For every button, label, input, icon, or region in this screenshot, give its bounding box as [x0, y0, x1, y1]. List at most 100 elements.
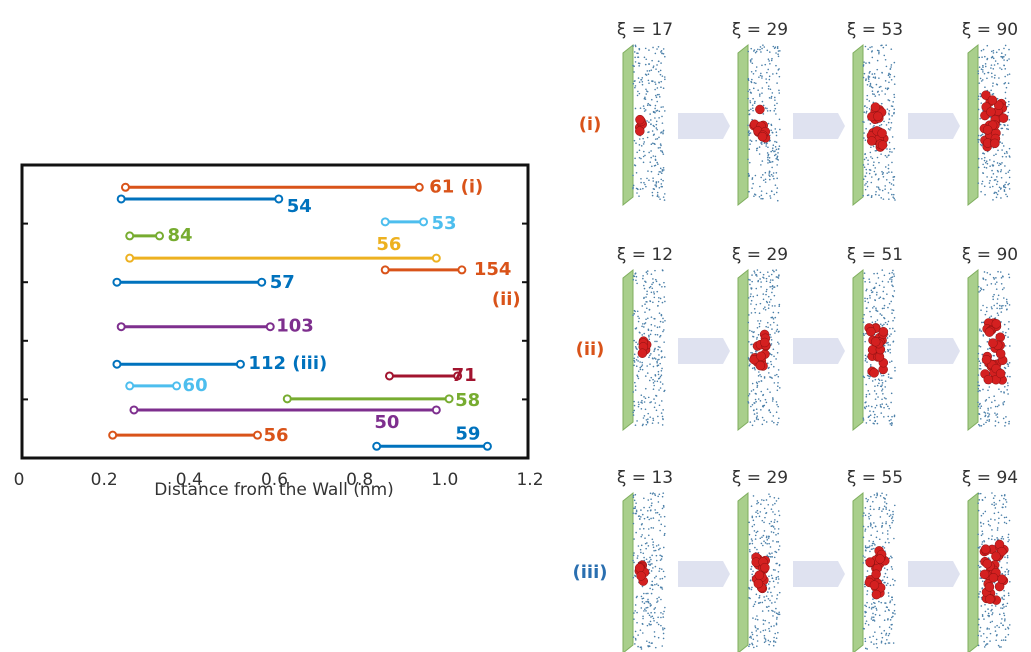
solvent	[867, 48, 869, 50]
segment-label: 60	[183, 375, 208, 396]
solvent	[978, 374, 980, 376]
solvent	[654, 584, 656, 586]
segment-end	[267, 323, 274, 330]
arrow	[793, 561, 845, 587]
solvent	[997, 312, 999, 314]
solvent	[991, 64, 993, 66]
solvent	[752, 110, 754, 112]
solvent	[888, 81, 890, 83]
solvent	[870, 506, 872, 508]
solvent	[662, 418, 664, 420]
solvent	[765, 326, 767, 328]
solvent	[978, 135, 980, 137]
solvent	[864, 298, 866, 300]
solvent	[648, 601, 650, 603]
solvent	[634, 140, 636, 142]
solvent	[663, 169, 665, 171]
solvent	[663, 153, 665, 155]
solvent	[890, 66, 892, 68]
solvent	[980, 102, 982, 104]
solvent	[866, 594, 868, 596]
solvent	[651, 316, 653, 318]
solvent	[1003, 56, 1005, 58]
solvent	[1001, 639, 1003, 641]
solvent	[981, 80, 983, 82]
solvent	[633, 83, 635, 85]
solvent	[893, 584, 895, 586]
solvent	[635, 341, 637, 343]
solvent	[872, 93, 874, 95]
solvent	[642, 632, 644, 634]
solvent	[656, 121, 658, 123]
solvent	[1009, 170, 1011, 172]
solvent	[985, 644, 987, 646]
solvent	[875, 420, 877, 422]
xi-label: ξ = 12	[617, 245, 673, 265]
solvent	[765, 640, 767, 642]
x-tick-label: 0.8	[346, 470, 373, 490]
solvent	[775, 52, 777, 54]
solvent	[1005, 332, 1007, 334]
cluster-bead	[981, 545, 990, 554]
solvent	[633, 496, 635, 498]
solvent	[878, 194, 880, 196]
solvent	[980, 368, 982, 370]
solvent	[760, 503, 762, 505]
solvent	[748, 114, 750, 116]
solvent	[1008, 321, 1010, 323]
solvent	[759, 153, 761, 155]
solvent	[987, 416, 989, 418]
solvent	[866, 394, 868, 396]
solvent	[651, 287, 653, 289]
solvent	[995, 406, 997, 408]
solvent	[779, 545, 781, 547]
solvent	[642, 616, 644, 618]
solvent	[863, 137, 865, 139]
solvent	[994, 539, 996, 541]
solvent	[873, 643, 875, 645]
solvent	[863, 512, 865, 514]
solvent	[989, 386, 991, 388]
solvent	[865, 128, 867, 130]
solvent	[1004, 556, 1006, 558]
solvent	[984, 160, 986, 162]
solvent	[1006, 516, 1008, 518]
solvent	[650, 616, 652, 618]
solvent	[654, 577, 656, 579]
solvent	[646, 419, 648, 421]
solvent	[865, 62, 867, 64]
solvent	[651, 642, 653, 644]
solvent	[633, 618, 635, 620]
cluster-bead	[871, 337, 880, 346]
solvent	[770, 124, 772, 126]
solvent	[998, 190, 1000, 192]
solvent	[758, 375, 760, 377]
solvent	[776, 577, 778, 579]
solvent	[645, 610, 647, 612]
solvent	[644, 537, 646, 539]
solvent	[890, 514, 892, 516]
solvent	[981, 288, 983, 290]
solvent	[891, 115, 893, 117]
solvent	[779, 592, 781, 594]
solvent	[891, 424, 893, 426]
solvent	[762, 198, 764, 200]
solvent	[997, 150, 999, 152]
solvent	[987, 389, 989, 391]
solvent	[872, 380, 874, 382]
solvent	[779, 387, 781, 389]
solvent	[996, 307, 998, 309]
solvent	[650, 377, 652, 379]
solvent	[655, 105, 657, 107]
solvent	[876, 84, 878, 86]
solvent	[889, 182, 891, 184]
solvent	[987, 58, 989, 60]
solvent	[650, 612, 652, 614]
solvent	[880, 323, 882, 325]
solvent	[1001, 567, 1003, 569]
solvent	[777, 200, 779, 202]
solvent	[632, 512, 634, 514]
solvent	[655, 550, 657, 552]
solvent	[1003, 639, 1005, 641]
solvent	[766, 72, 768, 74]
